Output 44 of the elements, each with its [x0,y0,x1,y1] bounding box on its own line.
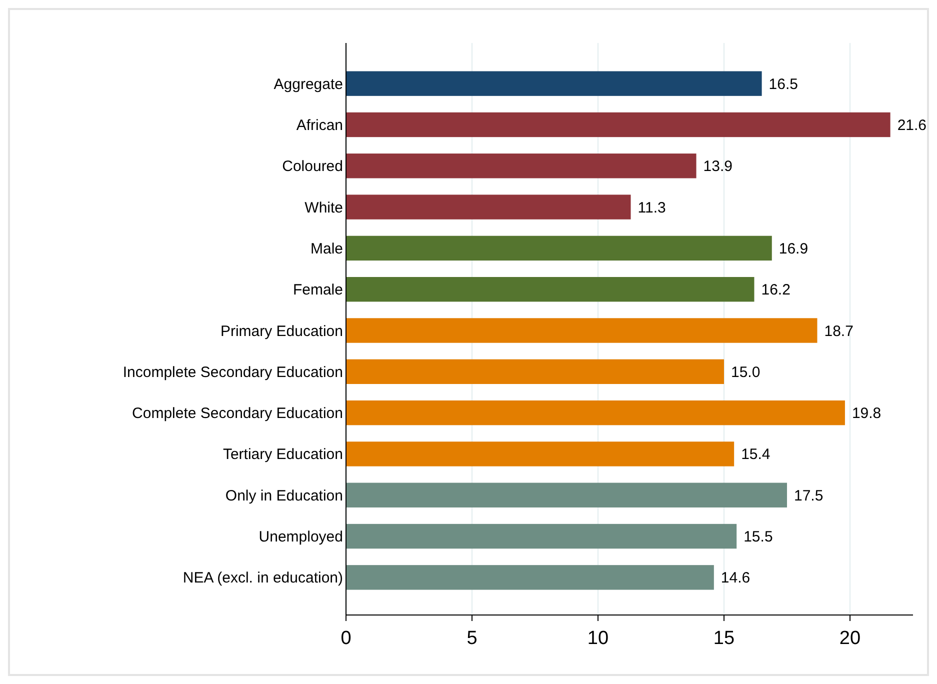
y-tick-label: White [304,199,343,216]
data-label: 15.0 [731,364,760,381]
bar [346,359,724,384]
y-tick-label: Tertiary Education [222,446,343,464]
data-label: 15.4 [741,446,770,464]
x-tick-label: 5 [466,628,478,649]
bar [346,236,772,261]
data-label: 11.3 [638,199,666,216]
y-tick-label: African [296,116,343,134]
y-tick-label: Incomplete Secondary Education [122,364,343,381]
data-label: 13.9 [703,158,732,176]
y-tick-label: Aggregate [274,76,343,93]
data-label: 19.8 [852,405,882,422]
data-label: 14.6 [720,570,750,587]
bar [346,565,714,590]
data-label: 16.2 [761,282,790,299]
y-tick-label: Female [292,282,343,299]
bar [346,194,631,220]
bar [346,112,890,138]
y-tick-label: Male [310,240,343,258]
bar [346,482,787,508]
y-tick-label: Coloured [282,158,343,176]
data-label: 17.5 [794,487,824,504]
bar [346,524,737,549]
bar [346,154,696,178]
y-tick-label: Complete Secondary Education [132,405,343,422]
y-tick-label: Only in Education [225,487,343,504]
data-label: 18.7 [824,322,854,340]
bar [346,71,762,96]
bar [346,400,845,426]
y-tick-label: Primary Education [220,322,343,340]
bar [346,442,734,466]
data-label: 21.6 [897,116,927,134]
bar [346,318,818,343]
data-label: 16.9 [778,240,808,258]
x-tick-label: 0 [340,628,352,649]
data-label: 16.5 [768,76,798,93]
x-tick-label: 15 [713,628,735,649]
y-tick-label: NEA (excl. in education) [182,570,344,587]
x-tick-label: 20 [839,628,861,649]
x-tick-label: 10 [587,628,609,649]
y-tick-label: Unemployed [258,528,343,546]
bar [346,277,754,302]
data-label: 15.5 [744,528,773,546]
